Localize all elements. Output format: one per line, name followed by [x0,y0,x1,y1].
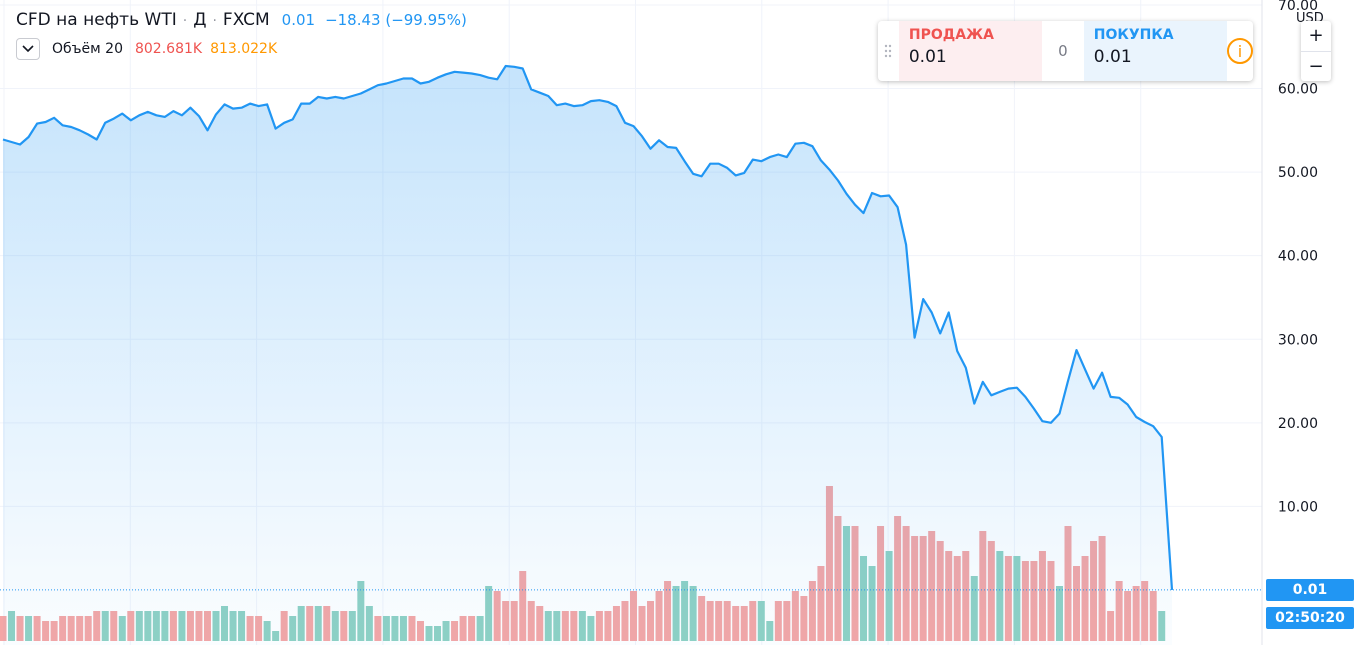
price-change: −18.43 (−99.95%) [325,11,467,29]
volume-ma-value: 813.022K [210,41,278,57]
sell-label: ПРОДАЖА [908,27,995,43]
info-button[interactable]: i [1227,21,1253,81]
last-price-tag: 0.01 [1266,578,1354,601]
price-area-fill [3,66,1172,645]
legend-collapse-button[interactable] [16,38,40,60]
y-tick-label: 50.00 [1278,165,1318,181]
separator: · [182,13,188,29]
drag-grip-icon[interactable] [878,21,899,81]
buy-label: ПОКУПКА [1093,27,1174,43]
price-area [0,64,1262,645]
y-tick-label: 70.00 [1278,0,1318,14]
sell-price: 0.01 [908,47,947,67]
spread-value: 0 [1058,42,1068,60]
y-tick-label: 30.00 [1278,332,1318,348]
countdown-tag: 02:50:20 [1266,606,1354,629]
buy-button[interactable]: ПОКУПКА 0.01 [1083,21,1227,81]
separator: · [212,13,217,29]
y-tick-label: 40.00 [1278,249,1318,265]
chevron-down-icon [22,45,34,53]
legend: CFD на нефть WTI · Д · FXCM 0.01 −18.43 … [16,10,467,60]
volume-label[interactable]: Объём 20 [52,41,123,57]
interval[interactable]: Д [193,10,207,30]
last-price: 0.01 [281,11,316,29]
y-tick-label: 20.00 [1278,416,1318,432]
zoom-controls: + − [1301,21,1331,81]
symbol-title[interactable]: CFD на нефть WTI [16,10,177,30]
sell-button[interactable]: ПРОДАЖА 0.01 [898,21,1043,81]
volume-value: 802.681K [134,41,203,57]
price-line [2,64,1174,590]
trade-widget: ПРОДАЖА 0.01 0 ПОКУПКА 0.01 i [878,21,1253,81]
zoom-out-button[interactable]: − [1301,50,1331,82]
zoom-in-button[interactable]: + [1308,25,1324,47]
buy-price: 0.01 [1093,47,1132,67]
info-icon: i [1227,38,1253,64]
y-tick-label: 60.00 [1278,82,1318,98]
exchange: FXCM [222,10,270,30]
y-tick-label: 10.00 [1278,499,1318,515]
